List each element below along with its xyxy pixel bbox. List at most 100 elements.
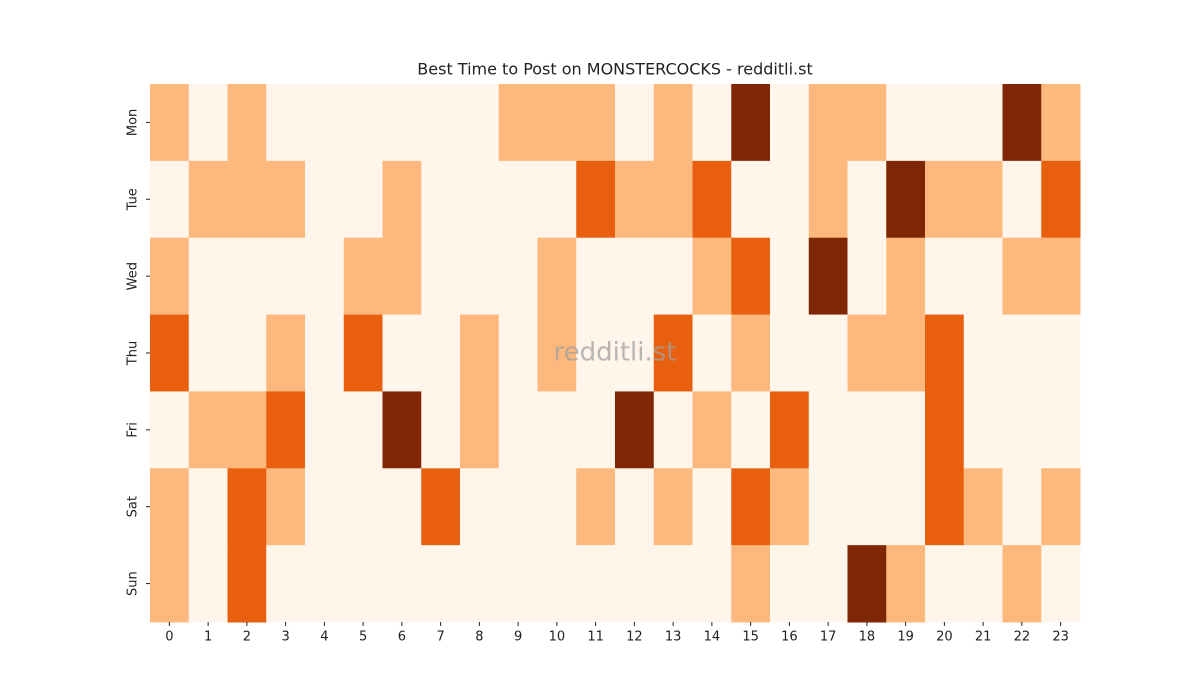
heatmap-cell [576,84,616,162]
heatmap-cell [1041,314,1081,392]
heatmap-cell [770,237,810,316]
heatmap-cell [150,545,190,623]
x-tick-label: 16 [781,630,798,645]
heatmap-cell [615,391,655,469]
heatmap-cell [382,237,422,316]
heatmap-cell [227,237,267,316]
heatmap-cell [1041,84,1081,162]
heatmap-cell [576,545,616,623]
heatmap-cell [1002,314,1042,392]
heatmap-cell [653,84,693,162]
heatmap-cell [150,84,190,162]
heatmap-cell [615,84,655,162]
heatmap-cell [460,468,500,546]
heatmap-cell [421,314,461,392]
heatmap-cell [460,237,500,316]
heatmap-cell [1041,545,1081,623]
heatmap-cell [382,160,422,239]
heatmap-cell [692,160,732,239]
y-tick-label: Thu [126,341,141,366]
heatmap-cell [343,314,383,392]
heatmap-cell [808,237,848,316]
heatmap-cell [692,391,732,469]
heatmap-cell [421,545,461,623]
heatmap-cell [770,391,810,469]
x-tick-label: 3 [281,630,289,645]
heatmap-cell [886,237,926,316]
y-tick-label: Wed [126,262,141,290]
x-tick-label: 5 [359,630,367,645]
x-tick-label: 0 [165,630,173,645]
x-tick-label: 6 [398,630,406,645]
heatmap-cell [847,314,887,392]
heatmap-cell [653,160,693,239]
heatmap-cell [1002,84,1042,162]
heatmap-cell [886,391,926,469]
heatmap-cell [537,391,577,469]
heatmap-cell [963,160,1003,239]
heatmap-cell [925,391,965,469]
heatmap-cell [343,160,383,239]
heatmap-cell [692,84,732,162]
heatmap-cell [576,391,616,469]
heatmap-cell [188,391,228,469]
heatmap-cell [615,314,655,392]
heatmap-cell [227,545,267,623]
heatmap-cell [227,160,267,239]
heatmap-cell [1002,545,1042,623]
heatmap-cell [460,545,500,623]
heatmap-cell [731,314,771,392]
heatmap-cell [847,160,887,239]
heatmap-cell [498,468,538,546]
heatmap-cell [653,468,693,546]
heatmap-cell [266,314,306,392]
heatmap-cell [537,160,577,239]
heatmap-cell [886,84,926,162]
heatmap-cell [188,545,228,623]
heatmap-cell [498,391,538,469]
heatmap-cell [1041,237,1081,316]
heatmap-cell [1002,468,1042,546]
heatmap-cell [1041,468,1081,546]
heatmap-cell [925,468,965,546]
heatmap-cell [305,160,345,239]
heatmap-cell [305,314,345,392]
heatmap-cell [188,468,228,546]
heatmap-cell [692,314,732,392]
heatmap-cell [266,160,306,239]
heatmap-cell [847,391,887,469]
heatmap-cell [343,545,383,623]
heatmap-cell [460,391,500,469]
heatmap-cell [266,468,306,546]
heatmap-cell [227,314,267,392]
heatmap-cell [653,545,693,623]
heatmap-cell [886,160,926,239]
y-tick-label: Sat [126,496,141,517]
heatmap-cell [615,468,655,546]
x-tick-label: 12 [626,630,643,645]
heatmap-cell [460,160,500,239]
heatmap-cell [886,468,926,546]
heatmap-cell [266,391,306,469]
heatmap-cell [808,468,848,546]
x-tick-label: 4 [320,630,328,645]
heatmap-cell [343,391,383,469]
heatmap-cell [382,468,422,546]
x-tick-label: 9 [514,630,522,645]
heatmap-cell [963,391,1003,469]
heatmap-cell [150,468,190,546]
x-tick-label: 23 [1052,630,1069,645]
x-tick-label: 8 [475,630,483,645]
heatmap-cell [963,84,1003,162]
x-tick-label: 7 [436,630,444,645]
heatmap-cell [847,84,887,162]
heatmap-cell [1002,160,1042,239]
heatmap-cell [770,84,810,162]
heatmap-cell [847,468,887,546]
heatmap-cell [615,237,655,316]
heatmap-cell [770,160,810,239]
heatmap-cell [382,391,422,469]
heatmap-cell [421,84,461,162]
heatmap-cell [150,391,190,469]
